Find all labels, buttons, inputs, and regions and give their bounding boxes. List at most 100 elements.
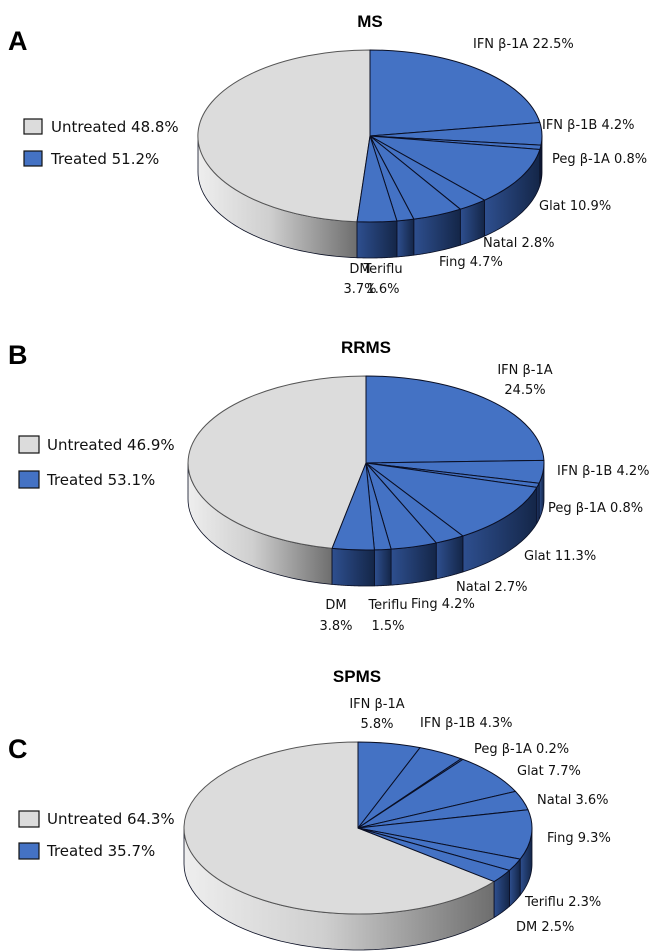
slice-label-a-glat: Glat 10.9% [539, 199, 611, 214]
slice-label-a-teriflu-line1: Teriflu [362, 262, 402, 277]
legend-label-treated-c: Treated 35.7% [46, 842, 155, 860]
slice-dm [356, 135, 398, 223]
slice-side-dm [331, 547, 375, 587]
slice-label-a-dm-line2: 3.7% [343, 282, 376, 297]
legend-label-treated-b: Treated 53.1% [46, 471, 155, 489]
slice-label-b-peg-b1a: Peg β-1A 0.8% [548, 501, 643, 516]
slice-label-c-ifn-b1a-line2: 5.8% [360, 717, 393, 732]
slice-label-a-teriflu-line2: 1.6% [366, 282, 399, 297]
slice-label-a-dm-line1: DM [349, 262, 370, 277]
slice-label-c-fing-line1: Fing 9.3% [547, 831, 611, 846]
slice-label-b-ifn-b1a-line1: IFN β-1A [497, 363, 552, 378]
slice-label-b-natal-line1: Natal 2.7% [456, 580, 528, 595]
slice-fing [357, 809, 533, 860]
slice-dm [331, 462, 375, 551]
panel-letter-a: A [8, 26, 28, 56]
slice-label-a-natal: Natal 2.8% [483, 236, 555, 251]
slice-label-c-ifn-b1b: IFN β-1B 4.3% [420, 716, 513, 731]
slice-side-fing [390, 542, 437, 586]
slice-label-b-glat: Glat 11.3% [524, 549, 596, 564]
legend-swatch-untreated-a [23, 118, 43, 135]
slice-label-c-natal-line1: Natal 3.6% [537, 793, 609, 808]
slice-label-b-dm-line1: DM [325, 598, 346, 613]
slice-label-c-glat: Glat 7.7% [517, 764, 581, 779]
slice-label-c-fing: Fing 9.3% [547, 831, 611, 846]
slice-untreated [197, 49, 371, 223]
slice-label-a-glat-line1: Glat 10.9% [539, 199, 611, 214]
slice-label-c-dm-line1: DM 2.5% [516, 920, 574, 935]
panel-a: A MS Untreated 48.8% Treated 51.2% IFN β… [8, 12, 647, 297]
legend-swatch-treated-c [18, 842, 40, 860]
legend-label-untreated-c: Untreated 64.3% [47, 810, 175, 828]
legend-a: Untreated 48.8% Treated 51.2% [23, 118, 179, 168]
slice-labels-a: IFN β-1A 22.5% IFN β-1B 4.2% Peg β-1A 0.… [343, 37, 647, 297]
panel-letter-b: B [8, 340, 28, 370]
slice-label-b-ifn-b1a-line2: 24.5% [504, 383, 545, 398]
slice-label-a-dm: DM 3.7% [343, 262, 376, 297]
slice-label-a-peg-b1a-line1: Peg β-1A 0.8% [552, 152, 647, 167]
slice-label-c-dm: DM 2.5% [516, 920, 574, 935]
slice-label-b-peg-b1a-line1: Peg β-1A 0.8% [548, 501, 643, 516]
slice-label-b-dm-line2: 3.8% [319, 619, 352, 634]
legend-b: Untreated 46.9% Treated 53.1% [18, 435, 175, 489]
legend-swatch-treated-b [18, 470, 40, 489]
legend-label-treated-a: Treated 51.2% [50, 150, 159, 168]
slice-ifn-1a [369, 49, 541, 137]
slice-label-a-fing-line1: Fing 4.7% [439, 255, 503, 270]
slice-label-b-teriflu-line1: Teriflu [367, 598, 407, 613]
pie-c [183, 741, 533, 951]
slice-label-a-ifn-b1a: IFN β-1A 22.5% [473, 37, 574, 52]
panel-letter-c: C [8, 734, 28, 764]
slice-label-c-peg-b1a: Peg β-1A 0.2% [474, 742, 569, 757]
slice-side-dm [356, 220, 398, 259]
slice-label-c-teriflu: Teriflu 2.3% [524, 895, 601, 910]
slice-label-c-ifn-b1a: IFN β-1A 5.8% [349, 697, 404, 732]
chart-title-c: SPMS [333, 667, 381, 686]
slice-label-b-glat-line1: Glat 11.3% [524, 549, 596, 564]
slice-label-b-teriflu-line2: 1.5% [371, 619, 404, 634]
slice-label-a-teriflu: Teriflu 1.6% [362, 262, 402, 297]
legend-swatch-untreated-c [18, 810, 40, 828]
slice-ifn-1a [365, 375, 545, 464]
legend-swatch-treated-a [23, 150, 43, 167]
slice-labels-c: IFN β-1A 5.8% IFN β-1B 4.3% Peg β-1A 0.2%… [349, 697, 610, 935]
slice-label-a-ifn-b1b: IFN β-1B 4.2% [542, 118, 635, 133]
slice-label-b-dm: DM 3.8% [319, 598, 352, 634]
slice-label-c-natal: Natal 3.6% [537, 793, 609, 808]
slice-label-b-natal: Natal 2.7% [456, 580, 528, 595]
slice-label-c-ifn-b1b-line1: IFN β-1B 4.3% [420, 716, 513, 731]
slice-label-a-natal-line1: Natal 2.8% [483, 236, 555, 251]
pie-b [187, 375, 545, 587]
slice-dm [357, 827, 510, 883]
slice-side-teriflu [396, 218, 415, 258]
panel-c: C SPMS Untreated 64.3% Treated 35.7% IFN… [8, 667, 611, 951]
slice-untreated [183, 741, 495, 915]
slice-label-b-fing-line1: Fing 4.2% [411, 597, 475, 612]
pie-a [197, 49, 543, 259]
slice-side-teriflu [373, 548, 392, 587]
slice-label-b-ifn-b1b: IFN β-1B 4.2% [557, 464, 650, 479]
slice-label-b-fing: Fing 4.2% [411, 597, 475, 612]
slice-label-c-glat-line1: Glat 7.7% [517, 764, 581, 779]
slice-label-a-ifn-b1b-line1: IFN β-1B 4.2% [542, 118, 635, 133]
panel-b: B RRMS Untreated 46.9% Treated 53.1% IFN… [8, 338, 650, 634]
slice-glat [365, 462, 538, 537]
slice-label-c-ifn-b1a-line1: IFN β-1A [349, 697, 404, 712]
slice-glat [369, 135, 541, 201]
chart-title-b: RRMS [341, 338, 391, 357]
legend-c: Untreated 64.3% Treated 35.7% [18, 810, 175, 860]
legend-label-untreated-b: Untreated 46.9% [47, 436, 175, 454]
chart-title-a: MS [357, 12, 383, 31]
slice-label-b-ifn-b1b-line1: IFN β-1B 4.2% [557, 464, 650, 479]
slice-label-c-teriflu-line1: Teriflu 2.3% [524, 895, 601, 910]
slice-labels-b: IFN β-1A 24.5% IFN β-1B 4.2% Peg β-1A 0.8… [319, 363, 649, 634]
legend-swatch-untreated-b [18, 435, 40, 454]
slice-label-a-ifn-b1a-line1: IFN β-1A 22.5% [473, 37, 574, 52]
slice-label-b-teriflu: Teriflu 1.5% [367, 598, 407, 634]
slice-label-a-peg-b1a: Peg β-1A 0.8% [552, 152, 647, 167]
slice-label-c-peg-b1a-line1: Peg β-1A 0.2% [474, 742, 569, 757]
legend-label-untreated-a: Untreated 48.8% [51, 118, 179, 136]
slice-untreated [187, 375, 367, 549]
slice-label-b-ifn-b1a: IFN β-1A 24.5% [497, 363, 552, 398]
